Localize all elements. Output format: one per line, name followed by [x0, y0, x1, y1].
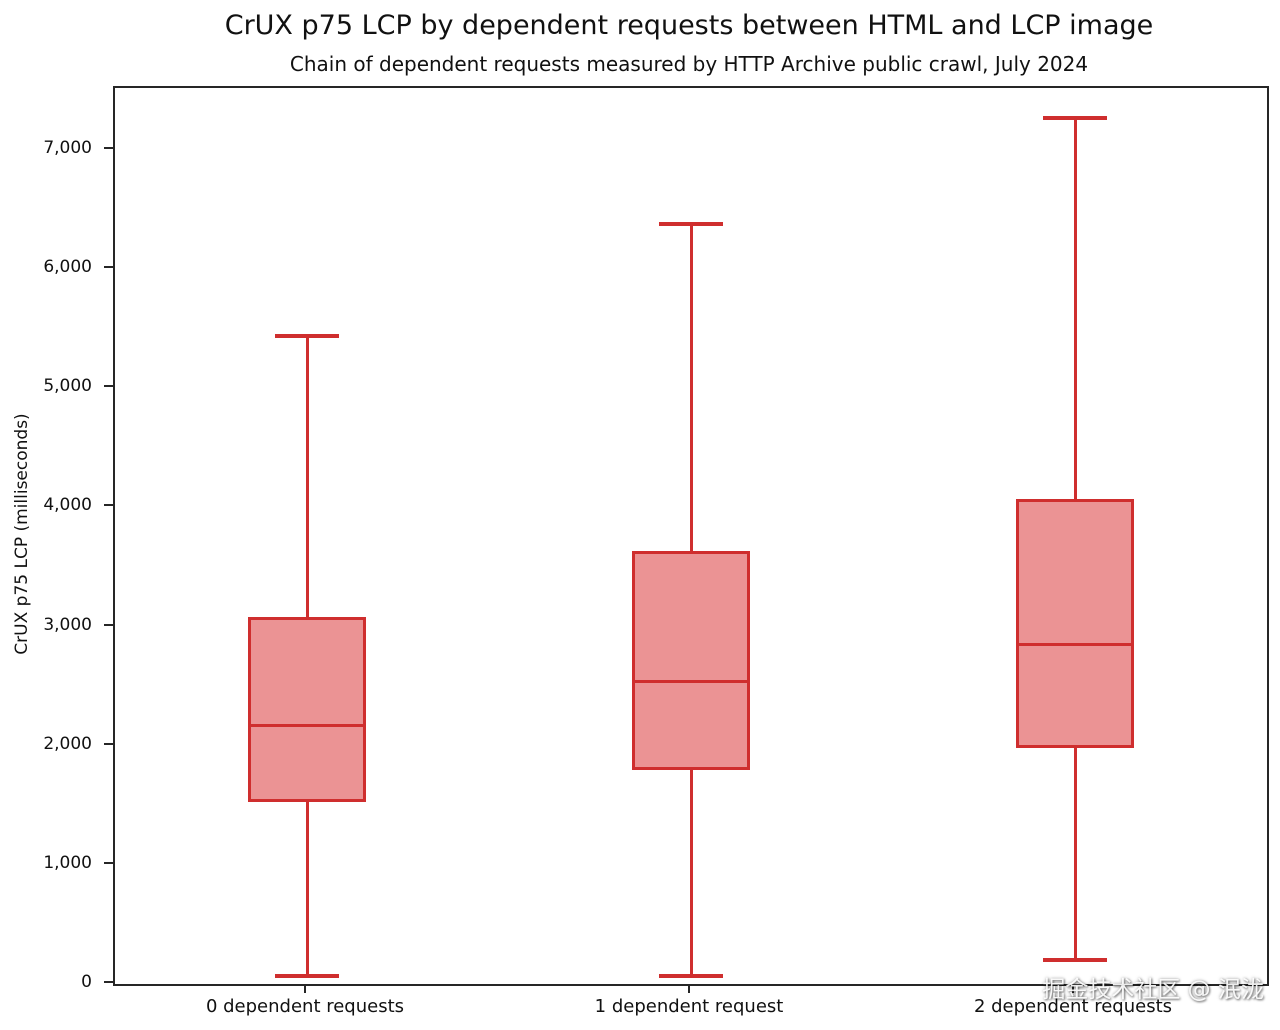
y-tick-label: 5,000: [43, 376, 92, 397]
y-tick-label: 3,000: [43, 614, 92, 635]
y-tick-mark: [104, 981, 113, 983]
whisker-cap-min: [1043, 958, 1107, 963]
median-line: [248, 723, 366, 728]
y-tick-mark: [104, 266, 113, 269]
y-tick-label: 2,000: [43, 733, 92, 754]
iqr-box: [248, 617, 366, 802]
whisker-cap-min: [275, 973, 339, 978]
x-tick-label: 2 dependent requests: [973, 996, 1173, 1017]
median-line: [1016, 642, 1134, 647]
plot-area: [113, 86, 1269, 986]
x-tick-mark: [1072, 984, 1074, 993]
y-tick-mark: [104, 146, 113, 149]
chart-subtitle: Chain of dependent requests measured by …: [289, 52, 1089, 76]
y-tick-label: 6,000: [43, 257, 92, 278]
y-tick-mark: [104, 385, 113, 388]
y-tick-mark: [104, 861, 113, 864]
y-tick-label: 0: [81, 972, 92, 992]
y-tick-mark: [104, 504, 113, 507]
y-tick-label: 1,000: [43, 852, 92, 873]
y-tick-label: 7,000: [43, 137, 92, 158]
y-tick-mark: [104, 742, 113, 745]
iqr-box: [1016, 499, 1134, 749]
whisker-cap-max: [1043, 115, 1107, 120]
whisker-cap-max: [275, 333, 339, 338]
x-tick-label: 1 dependent request: [594, 996, 784, 1017]
median-line: [632, 679, 750, 684]
watermark: 掘金技术社区 @ 泯泷: [1042, 977, 1264, 1003]
x-tick-label: 0 dependent requests: [205, 996, 405, 1017]
iqr-box: [632, 551, 750, 770]
whisker-cap-max: [659, 221, 723, 226]
whisker-cap-min: [659, 974, 723, 979]
y-tick-label: 4,000: [43, 495, 92, 516]
x-tick-mark: [304, 984, 306, 993]
x-tick-mark: [688, 984, 690, 993]
y-tick-mark: [104, 623, 113, 626]
chart-title: CrUX p75 LCP by dependent requests betwe…: [224, 10, 1154, 41]
